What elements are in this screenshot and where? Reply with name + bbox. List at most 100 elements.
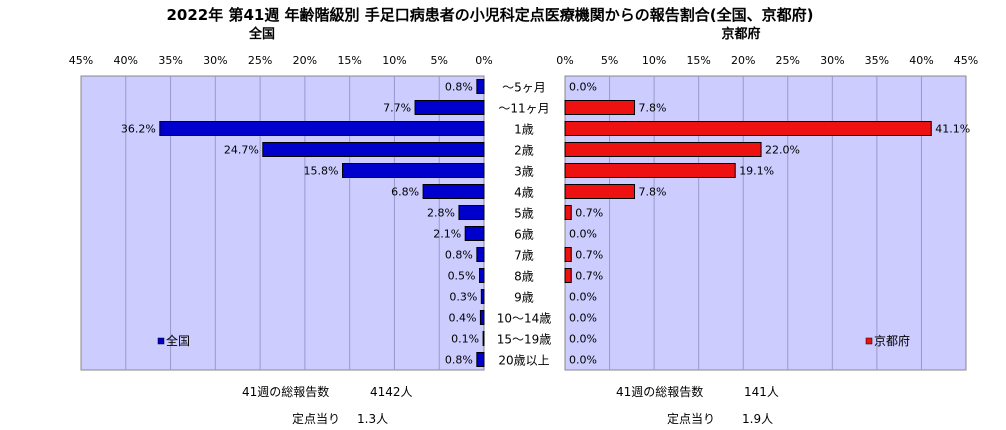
kyoto-data-label: 41.1% [935, 123, 970, 136]
kyoto-bar [564, 184, 636, 199]
national-data-label: 0.8% [445, 354, 473, 367]
national-data-label: 0.1% [451, 333, 479, 346]
national-data-label: 0.5% [448, 270, 476, 283]
national-legend-swatch [157, 337, 165, 345]
national-tick-label: 0% [475, 54, 492, 67]
kyoto-subtitle: 京都府 [721, 26, 760, 42]
kyoto-bar [564, 121, 932, 136]
category-label: 2歳 [514, 144, 534, 158]
national-data-label: 0.8% [445, 249, 473, 262]
national-bar [476, 79, 485, 94]
kyoto-total-value: 141人 [744, 385, 779, 399]
kyoto-data-label: 0.0% [569, 81, 597, 94]
national-tick-label: 15% [337, 54, 361, 67]
national-data-label: 2.1% [433, 228, 461, 241]
national-tick-label: 40% [114, 54, 138, 67]
national-total-label: 41週の総報告数 [242, 385, 330, 399]
kyoto-bar [564, 142, 762, 157]
kyoto-bar [564, 268, 572, 283]
kyoto-bar [564, 100, 636, 115]
kyoto-data-label: 0.7% [575, 207, 603, 220]
national-bar [262, 142, 485, 157]
kyoto-tick-label: 40% [909, 54, 933, 67]
kyoto-legend-label: 京都府 [874, 333, 910, 348]
national-bar [479, 268, 485, 283]
national-bar [458, 205, 485, 220]
national-tick-label: 25% [248, 54, 272, 67]
national-data-label: 0.3% [449, 291, 477, 304]
kyoto-tick-label: 5% [601, 54, 618, 67]
national-data-label: 0.4% [448, 312, 476, 325]
kyoto-tick-label: 15% [686, 54, 710, 67]
national-bar [159, 121, 485, 136]
kyoto-data-label: 22.0% [765, 144, 800, 157]
category-label: 7歳 [514, 249, 534, 263]
national-data-label: 15.8% [304, 165, 339, 178]
national-total-value: 4142人 [370, 385, 413, 399]
category-label: 20歳以上 [498, 354, 549, 368]
national-bar [482, 331, 485, 346]
national-data-label: 36.2% [121, 123, 156, 136]
national-bar [342, 163, 485, 178]
category-label: 15～19歳 [497, 333, 552, 347]
national-legend-label: 全国 [166, 333, 190, 348]
national-tick-label: 10% [382, 54, 406, 67]
kyoto-bar [564, 247, 572, 262]
kyoto-bar [564, 205, 572, 220]
category-label: 1歳 [514, 123, 534, 137]
kyoto-tick-label: 35% [865, 54, 889, 67]
national-bar [479, 310, 485, 325]
category-label: 6歳 [514, 228, 534, 242]
category-label: 10～14歳 [497, 312, 552, 326]
kyoto-tick-label: 20% [731, 54, 755, 67]
category-label: 5歳 [514, 207, 534, 221]
national-data-label: 0.8% [445, 81, 473, 94]
kyoto-data-label: 0.0% [569, 312, 597, 325]
national-tick-label: 45% [69, 54, 93, 67]
national-tick-label: 35% [158, 54, 182, 67]
national-bar [422, 184, 485, 199]
national-per-site-label: 定点当り [292, 412, 341, 426]
kyoto-data-label: 0.7% [575, 249, 603, 262]
kyoto-data-label: 19.1% [739, 165, 774, 178]
kyoto-per-site-value: 1.9人 [742, 412, 774, 426]
national-tick-label: 30% [203, 54, 227, 67]
category-label: 3歳 [514, 165, 534, 179]
kyoto-legend-swatch [865, 337, 873, 345]
kyoto-data-label: 7.8% [639, 186, 667, 199]
kyoto-total-label: 41週の総報告数 [616, 385, 704, 399]
national-bar [480, 289, 485, 304]
kyoto-data-label: 0.0% [569, 291, 597, 304]
kyoto-data-label: 0.0% [569, 228, 597, 241]
national-data-label: 7.7% [383, 102, 411, 115]
national-tick-label: 20% [293, 54, 317, 67]
national-bar [476, 247, 485, 262]
category-label: ～11ヶ月 [498, 102, 549, 116]
chart-title: 2022年 第41週 年齢階級別 手足口病患者の小児科定点医療機関からの報告割合… [166, 6, 813, 24]
kyoto-tick-label: 10% [642, 54, 666, 67]
national-data-label: 6.8% [391, 186, 419, 199]
kyoto-per-site-label: 定点当り [667, 412, 716, 426]
national-data-label: 24.7% [224, 144, 259, 157]
category-label: 8歳 [514, 270, 534, 284]
national-bar [476, 352, 485, 367]
category-label: ～5ヶ月 [502, 81, 546, 95]
category-label: 4歳 [514, 186, 534, 200]
kyoto-tick-label: 0% [556, 54, 573, 67]
national-per-site-value: 1.3人 [357, 412, 389, 426]
national-data-label: 2.8% [427, 207, 455, 220]
kyoto-plot-area [564, 75, 967, 371]
national-bar [464, 226, 485, 241]
kyoto-tick-label: 30% [820, 54, 844, 67]
kyoto-data-label: 7.8% [639, 102, 667, 115]
category-label: 9歳 [514, 291, 534, 305]
kyoto-tick-label: 45% [954, 54, 978, 67]
kyoto-data-label: 0.7% [575, 270, 603, 283]
kyoto-data-label: 0.0% [569, 333, 597, 346]
national-subtitle: 全国 [248, 26, 275, 42]
kyoto-tick-label: 25% [776, 54, 800, 67]
kyoto-data-label: 0.0% [569, 354, 597, 367]
national-tick-label: 5% [430, 54, 447, 67]
